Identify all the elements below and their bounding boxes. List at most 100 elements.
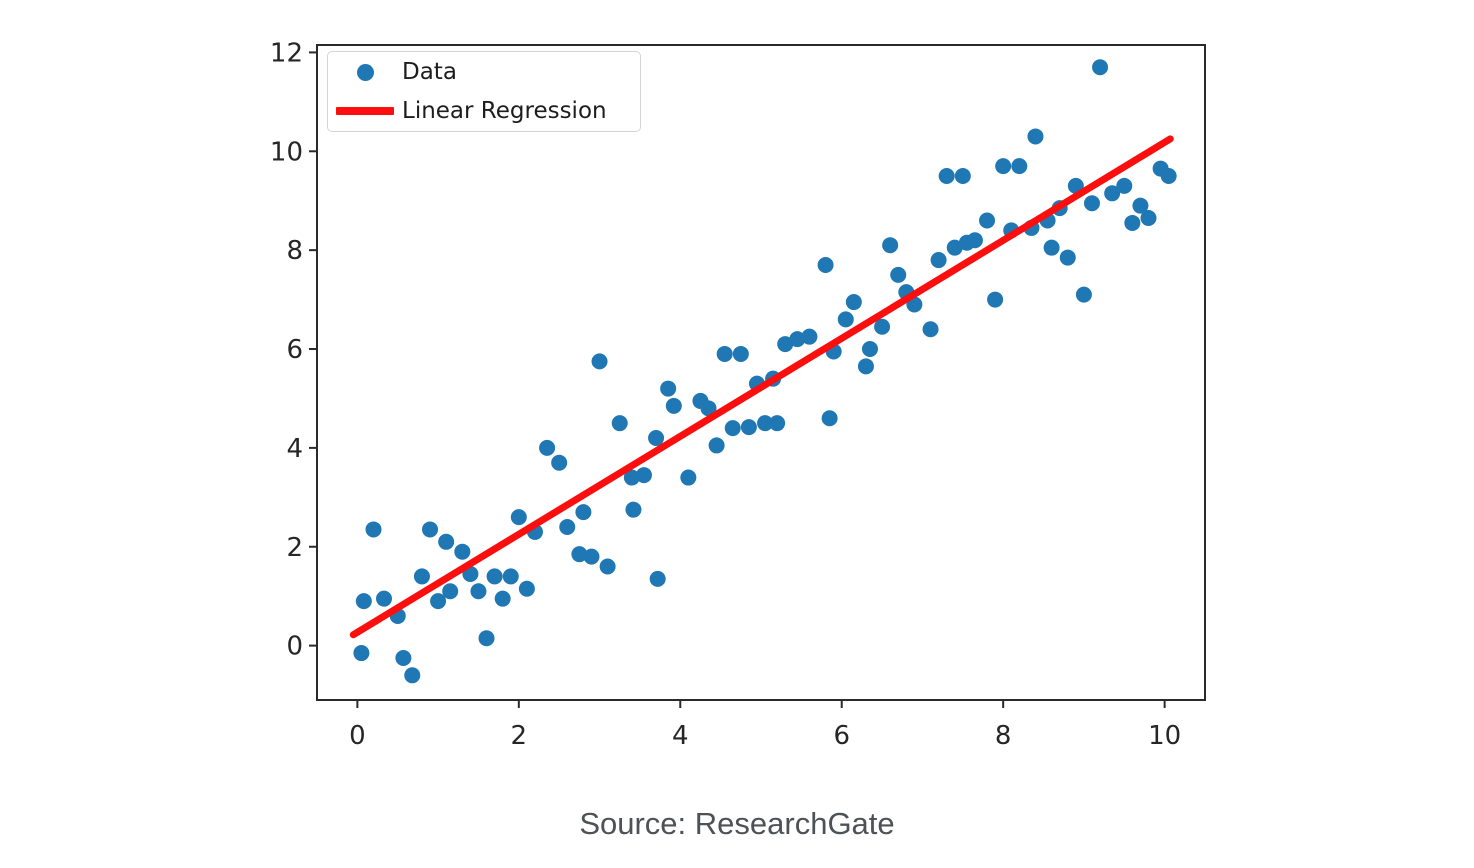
data-point	[510, 509, 527, 526]
data-point	[660, 380, 677, 397]
data-point	[821, 410, 838, 427]
data-point	[1160, 168, 1177, 184]
data-point	[837, 311, 854, 328]
data-point	[635, 467, 652, 484]
data-point	[571, 546, 588, 563]
data-point	[648, 430, 665, 446]
data-point	[494, 590, 511, 607]
legend-data-marker-icon	[356, 63, 374, 81]
data-point	[559, 518, 576, 535]
data-point	[486, 568, 503, 585]
data-point	[478, 630, 495, 647]
y-tick-label: 0	[286, 632, 303, 662]
data-point	[623, 469, 640, 486]
data-point	[470, 583, 487, 600]
data-point	[801, 328, 818, 345]
legend: Data Linear Regression	[327, 51, 641, 132]
legend-label-data: Data	[402, 59, 457, 86]
x-tick-label: 10	[1148, 721, 1181, 751]
data-point	[1116, 177, 1133, 194]
y-tick-label: 12	[270, 38, 303, 68]
data-point	[817, 256, 834, 273]
data-point	[1124, 214, 1141, 231]
data-point	[979, 212, 996, 229]
data-point	[946, 239, 963, 256]
data-point	[757, 415, 774, 432]
data-point	[732, 345, 749, 362]
data-point	[442, 583, 459, 600]
data-point	[708, 437, 725, 454]
data-point	[438, 533, 455, 550]
data-point	[353, 645, 370, 662]
data-point	[583, 548, 600, 565]
y-tick-label: 4	[286, 434, 303, 464]
data-point	[1132, 197, 1149, 214]
data-point	[966, 232, 983, 249]
axes-frame	[316, 44, 1206, 701]
data-point	[422, 521, 439, 538]
legend-item-data: Data	[328, 54, 640, 90]
source-caption: Source: ResearchGate	[579, 806, 895, 841]
data-point	[938, 168, 955, 184]
data-point	[591, 353, 608, 370]
data-point	[890, 266, 907, 283]
data-point	[861, 341, 878, 358]
data-point	[740, 419, 757, 436]
legend-item-linear-regression: Linear Regression	[328, 93, 640, 129]
data-point	[502, 568, 519, 585]
data-point	[1075, 286, 1092, 303]
data-point	[365, 521, 382, 538]
data-point	[355, 593, 372, 610]
data-point	[777, 336, 794, 353]
data-point	[430, 593, 447, 610]
data-point	[1059, 249, 1076, 266]
data-point	[922, 321, 939, 338]
y-tick-label: 2	[286, 533, 303, 563]
data-point	[954, 168, 971, 184]
data-point	[769, 415, 786, 432]
data-point	[599, 558, 616, 575]
y-tick-label: 8	[286, 236, 303, 266]
data-point	[987, 291, 1004, 308]
data-point	[700, 400, 717, 417]
x-tick-label: 2	[511, 721, 528, 751]
data-point	[649, 570, 666, 587]
x-tick-label: 4	[672, 721, 689, 751]
legend-label-linear-regression: Linear Regression	[402, 97, 607, 124]
x-tick-label: 6	[833, 721, 850, 751]
legend-regression-marker-icon	[336, 106, 394, 115]
data-point	[882, 237, 899, 254]
x-tick-label: 0	[349, 721, 366, 751]
data-point	[518, 580, 535, 597]
data-point	[376, 590, 393, 607]
regression-line	[349, 135, 1174, 639]
data-point	[625, 501, 642, 518]
data-point	[680, 469, 697, 486]
data-point	[1140, 210, 1157, 227]
data-point	[724, 420, 741, 437]
y-tick-label: 10	[270, 137, 303, 167]
data-point	[1104, 185, 1121, 202]
data-point	[1083, 195, 1100, 212]
data-point	[539, 439, 556, 456]
y-tick-label: 6	[286, 335, 303, 365]
data-point	[1043, 239, 1060, 256]
data-point	[930, 252, 947, 269]
data-point	[845, 294, 862, 311]
data-point	[404, 667, 421, 684]
data-point	[575, 504, 592, 521]
data-point	[1092, 59, 1109, 76]
data-point	[857, 358, 874, 375]
data-point	[454, 543, 471, 560]
data-point	[995, 158, 1012, 175]
data-point	[1011, 158, 1028, 175]
x-tick-label: 8	[995, 721, 1012, 751]
data-point	[413, 568, 430, 585]
data-point	[395, 649, 412, 666]
data-point	[1027, 128, 1044, 145]
data-point	[551, 454, 568, 471]
data-point	[665, 397, 682, 414]
